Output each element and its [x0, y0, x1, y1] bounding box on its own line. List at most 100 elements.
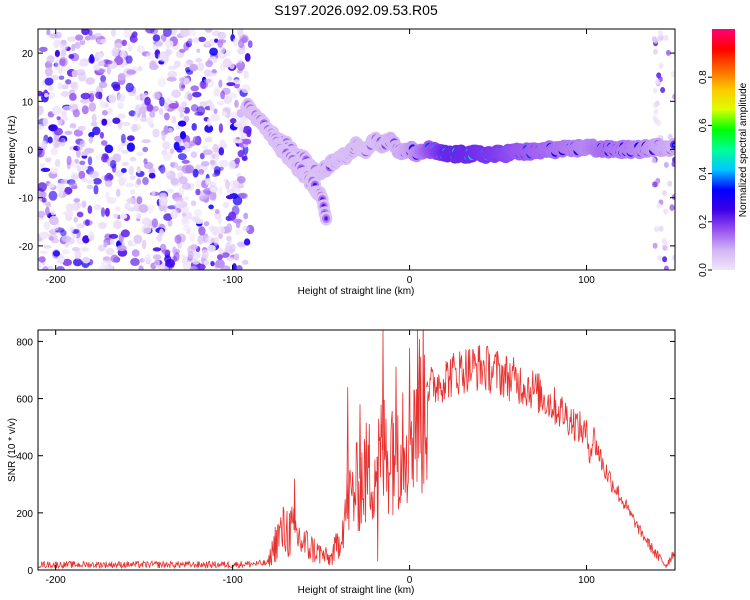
noise-blob: [181, 254, 186, 262]
y-tick-label: 800: [16, 337, 33, 348]
noise-blob: [667, 133, 673, 140]
noise-blob: [193, 250, 201, 259]
noise-blob: [95, 91, 102, 99]
noise-blob: [152, 105, 159, 112]
spectrogram-y-axis-label: Frequency (Hz): [7, 116, 18, 185]
noise-blob: [170, 161, 178, 169]
noise-blob: [234, 157, 240, 164]
noise-blob: [192, 168, 199, 178]
noise-blob: [75, 34, 84, 41]
noise-blob: [187, 38, 193, 44]
noise-blob: [152, 247, 162, 252]
noise-blob: [136, 45, 145, 54]
noise-blob: [117, 102, 124, 110]
noise-blob: [233, 253, 240, 261]
noise-blob: [201, 249, 209, 259]
noise-blob: [51, 105, 62, 116]
noise-blob: [227, 188, 235, 194]
noise-blob: [88, 29, 93, 36]
noise-blob: [208, 204, 214, 210]
noise-blob: [79, 98, 90, 104]
noise-blob: [57, 137, 65, 143]
colorbar-tick-label: 0.8: [698, 70, 709, 84]
noise-blob: [209, 191, 217, 201]
noise-blob: [110, 237, 115, 246]
noise-blob: [74, 41, 81, 49]
noise-blob: [61, 49, 67, 57]
noise-blob: [181, 182, 191, 190]
noise-blob: [166, 188, 174, 194]
noise-blob: [152, 128, 160, 138]
noise-blob: [70, 82, 77, 89]
noise-blob: [71, 43, 76, 52]
noise-blob: [651, 157, 657, 164]
noise-blob: [73, 216, 79, 223]
noise-blob: [663, 35, 669, 41]
figure-title: S197.2026.092.09.53.R05: [274, 2, 438, 18]
noise-blob: [205, 178, 210, 186]
noise-blob: [112, 117, 121, 124]
noise-blob: [92, 126, 101, 136]
noise-blob: [198, 36, 207, 42]
noise-blob: [656, 120, 662, 127]
noise-blob: [169, 148, 175, 155]
noise-blob: [110, 29, 117, 37]
noise-blob: [117, 73, 126, 81]
noise-blob: [657, 30, 663, 37]
noise-blob: [74, 158, 79, 164]
colorbar-tick-label: 0.4: [698, 166, 709, 180]
noise-blob: [65, 203, 74, 213]
noise-blob: [233, 122, 242, 128]
noise-blob: [115, 206, 121, 212]
noise-blob: [121, 162, 130, 166]
noise-blob: [143, 158, 148, 165]
noise-blob: [189, 244, 198, 250]
noise-blob: [88, 102, 97, 112]
noise-blob: [100, 259, 109, 267]
noise-blob: [136, 196, 143, 205]
noise-blob: [135, 95, 141, 101]
y-tick-label: 600: [16, 395, 33, 406]
colorbar-ticks: 0.0 0.2 0.4 0.6 0.8: [698, 70, 712, 277]
noise-blob: [151, 190, 156, 197]
noise-blob: [146, 104, 154, 112]
noise-blob: [50, 226, 59, 232]
noise-blob: [234, 228, 241, 236]
noise-blob: [166, 76, 177, 82]
noise-blob: [162, 151, 173, 161]
x-tick-label: 100: [578, 575, 595, 586]
noise-blob: [670, 71, 675, 78]
noise-blob: [242, 138, 252, 145]
noise-blob: [190, 104, 199, 112]
noise-blob: [654, 226, 659, 233]
noise-blob: [130, 258, 140, 266]
noise-blob: [131, 249, 140, 257]
y-tick-label: 0: [27, 566, 33, 577]
noise-blob: [163, 125, 169, 135]
noise-blob: [671, 194, 675, 200]
noise-blob: [230, 111, 239, 119]
noise-blob: [112, 213, 119, 219]
snr-panel: -200 -100 0 100 0 200 400 600 800 Height of stra…: [7, 329, 676, 596]
noise-blob: [89, 170, 100, 178]
noise-blob: [218, 248, 223, 254]
noise-blob: [232, 263, 237, 270]
noise-blob: [141, 139, 151, 144]
noise-blob: [170, 177, 179, 186]
noise-blob: [112, 84, 121, 92]
noise-blob: [50, 147, 58, 156]
y-tick-label: 400: [16, 452, 33, 463]
noise-blob: [45, 202, 52, 208]
noise-blob: [177, 153, 187, 161]
noise-blob: [184, 196, 190, 201]
noise-blob: [129, 156, 137, 162]
noise-blob: [98, 81, 108, 89]
y-tick-label: 20: [22, 49, 34, 60]
noise-blob: [81, 177, 88, 183]
noise-blob: [228, 160, 236, 170]
noise-blob: [239, 192, 249, 199]
noise-blob: [187, 93, 193, 101]
noise-blob: [210, 159, 216, 166]
noise-blob: [65, 79, 72, 85]
noise-blob: [188, 29, 197, 37]
